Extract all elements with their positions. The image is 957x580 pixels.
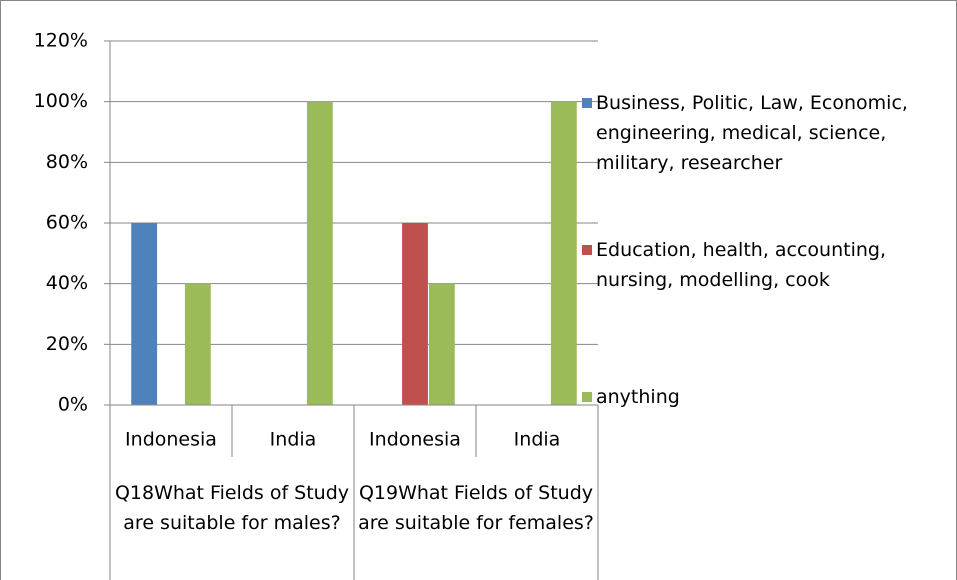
legend-swatch: [582, 392, 592, 402]
y-tick-label: 80%: [46, 151, 88, 173]
group-label: Q18What Fields of Study are suitable for…: [114, 482, 350, 534]
y-tick-label: 100%: [34, 90, 88, 112]
legend-label-box: Education, health, accounting, nursing, …: [596, 239, 887, 291]
y-tick-label: 20%: [46, 333, 88, 355]
legend-label: Business, Politic, Law, Economic, engine…: [596, 92, 908, 174]
y-tick-label: 40%: [46, 272, 88, 294]
legend-label-box: anything: [596, 386, 680, 408]
bar: [428, 283, 455, 405]
group-label-box: Q19What Fields of Study are suitable for…: [358, 482, 594, 534]
x-tick-label: Indonesia: [369, 429, 461, 451]
bar: [402, 223, 428, 405]
legend-swatch: [582, 98, 592, 108]
x-tick-label: India: [514, 429, 561, 451]
y-tick-label: 120%: [34, 30, 88, 52]
legend-swatch: [582, 245, 592, 255]
group-label-box: Q18What Fields of Study are suitable for…: [114, 482, 350, 534]
bar: [306, 101, 333, 406]
bar: [550, 101, 577, 406]
y-tick-label: 60%: [46, 212, 88, 234]
bar: [131, 223, 158, 405]
y-tick-label: 0%: [58, 394, 88, 416]
bar: [184, 283, 211, 405]
group-label: Q19What Fields of Study are suitable for…: [358, 482, 594, 534]
legend-label: Education, health, accounting, nursing, …: [596, 239, 887, 291]
x-tick-label: Indonesia: [125, 429, 217, 451]
legend-label: anything: [596, 386, 680, 408]
x-tick-label: India: [270, 429, 317, 451]
legend-label-box: Business, Politic, Law, Economic, engine…: [596, 92, 908, 174]
